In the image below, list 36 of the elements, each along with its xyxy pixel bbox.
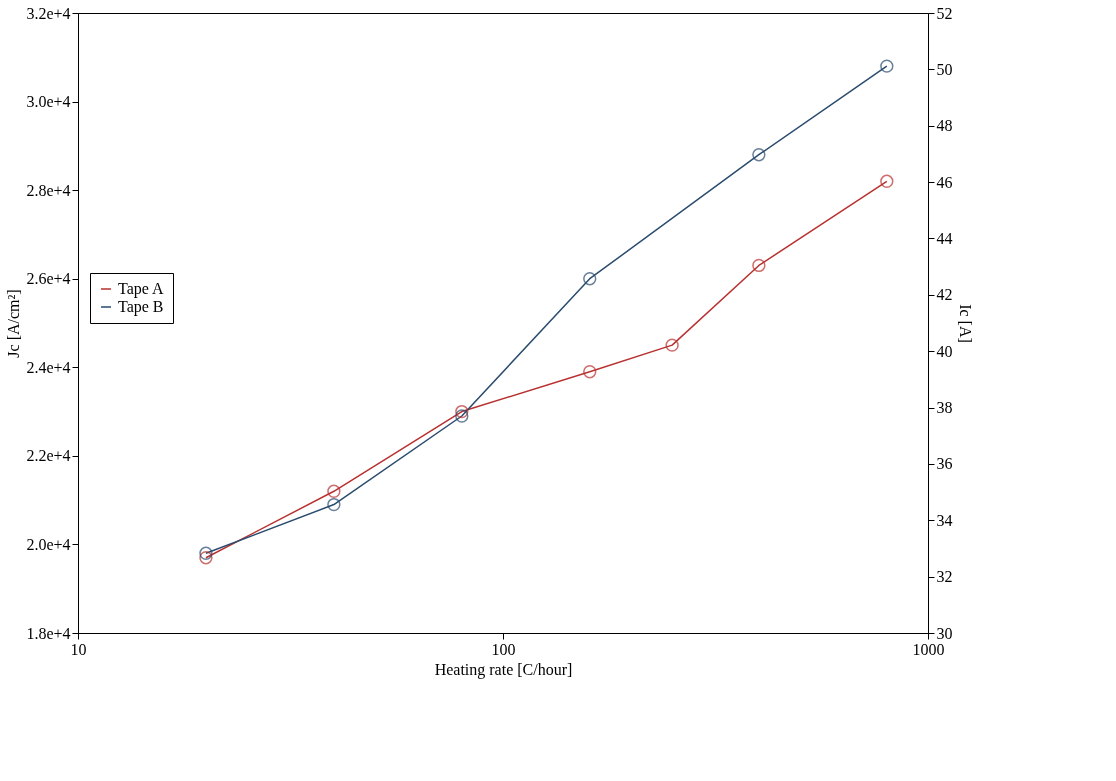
y-tick-label: 2.8e+4	[26, 181, 71, 199]
x-tick-label: 1000	[912, 640, 945, 658]
y2-tick-label: 48	[936, 117, 953, 135]
x-tick-label: 10	[70, 640, 87, 658]
y-tick-label: 3.0e+4	[26, 93, 71, 111]
y-tick-label: 2.0e+4	[26, 535, 71, 553]
point	[455, 404, 469, 419]
y-tick-label: 3.2e+4	[26, 4, 71, 22]
y2-tick-label: 36	[936, 455, 953, 473]
point	[327, 497, 341, 512]
y2-tick-label: 42	[936, 286, 953, 304]
y-tick-label: 2.4e+4	[26, 358, 71, 376]
y-tick-label: 2.2e+4	[26, 447, 71, 465]
y2-tick-label: 34	[936, 511, 953, 529]
legend-label: Tape B	[118, 298, 164, 316]
y2-tick-label: 32	[936, 568, 953, 586]
y2-tick-label: 50	[936, 60, 953, 78]
point	[583, 365, 597, 379]
y2-tick-label: 38	[936, 399, 953, 417]
y2-tick-label: 52	[936, 4, 953, 22]
y2-tick-label: 44	[936, 229, 953, 247]
y-tick-label: 2.6e+4	[26, 270, 71, 288]
x-axis-title: Heating rate [C/hour]	[434, 660, 573, 679]
y-tick-label: 1.8e+4	[26, 624, 71, 642]
y2-tick-label: 46	[936, 173, 953, 191]
y2-tick-label: 40	[936, 342, 953, 360]
point	[455, 409, 469, 423]
x-tick-label: 100	[491, 640, 516, 658]
y2-axis-title: Ic [A]	[956, 304, 974, 343]
y2-tick-label: 30	[936, 624, 953, 642]
point	[327, 484, 341, 498]
point	[583, 272, 597, 286]
y-axis-title: Jc [A/cm²]	[5, 289, 23, 358]
point	[199, 551, 213, 565]
point	[199, 546, 213, 560]
legend-label: Tape A	[118, 280, 164, 298]
